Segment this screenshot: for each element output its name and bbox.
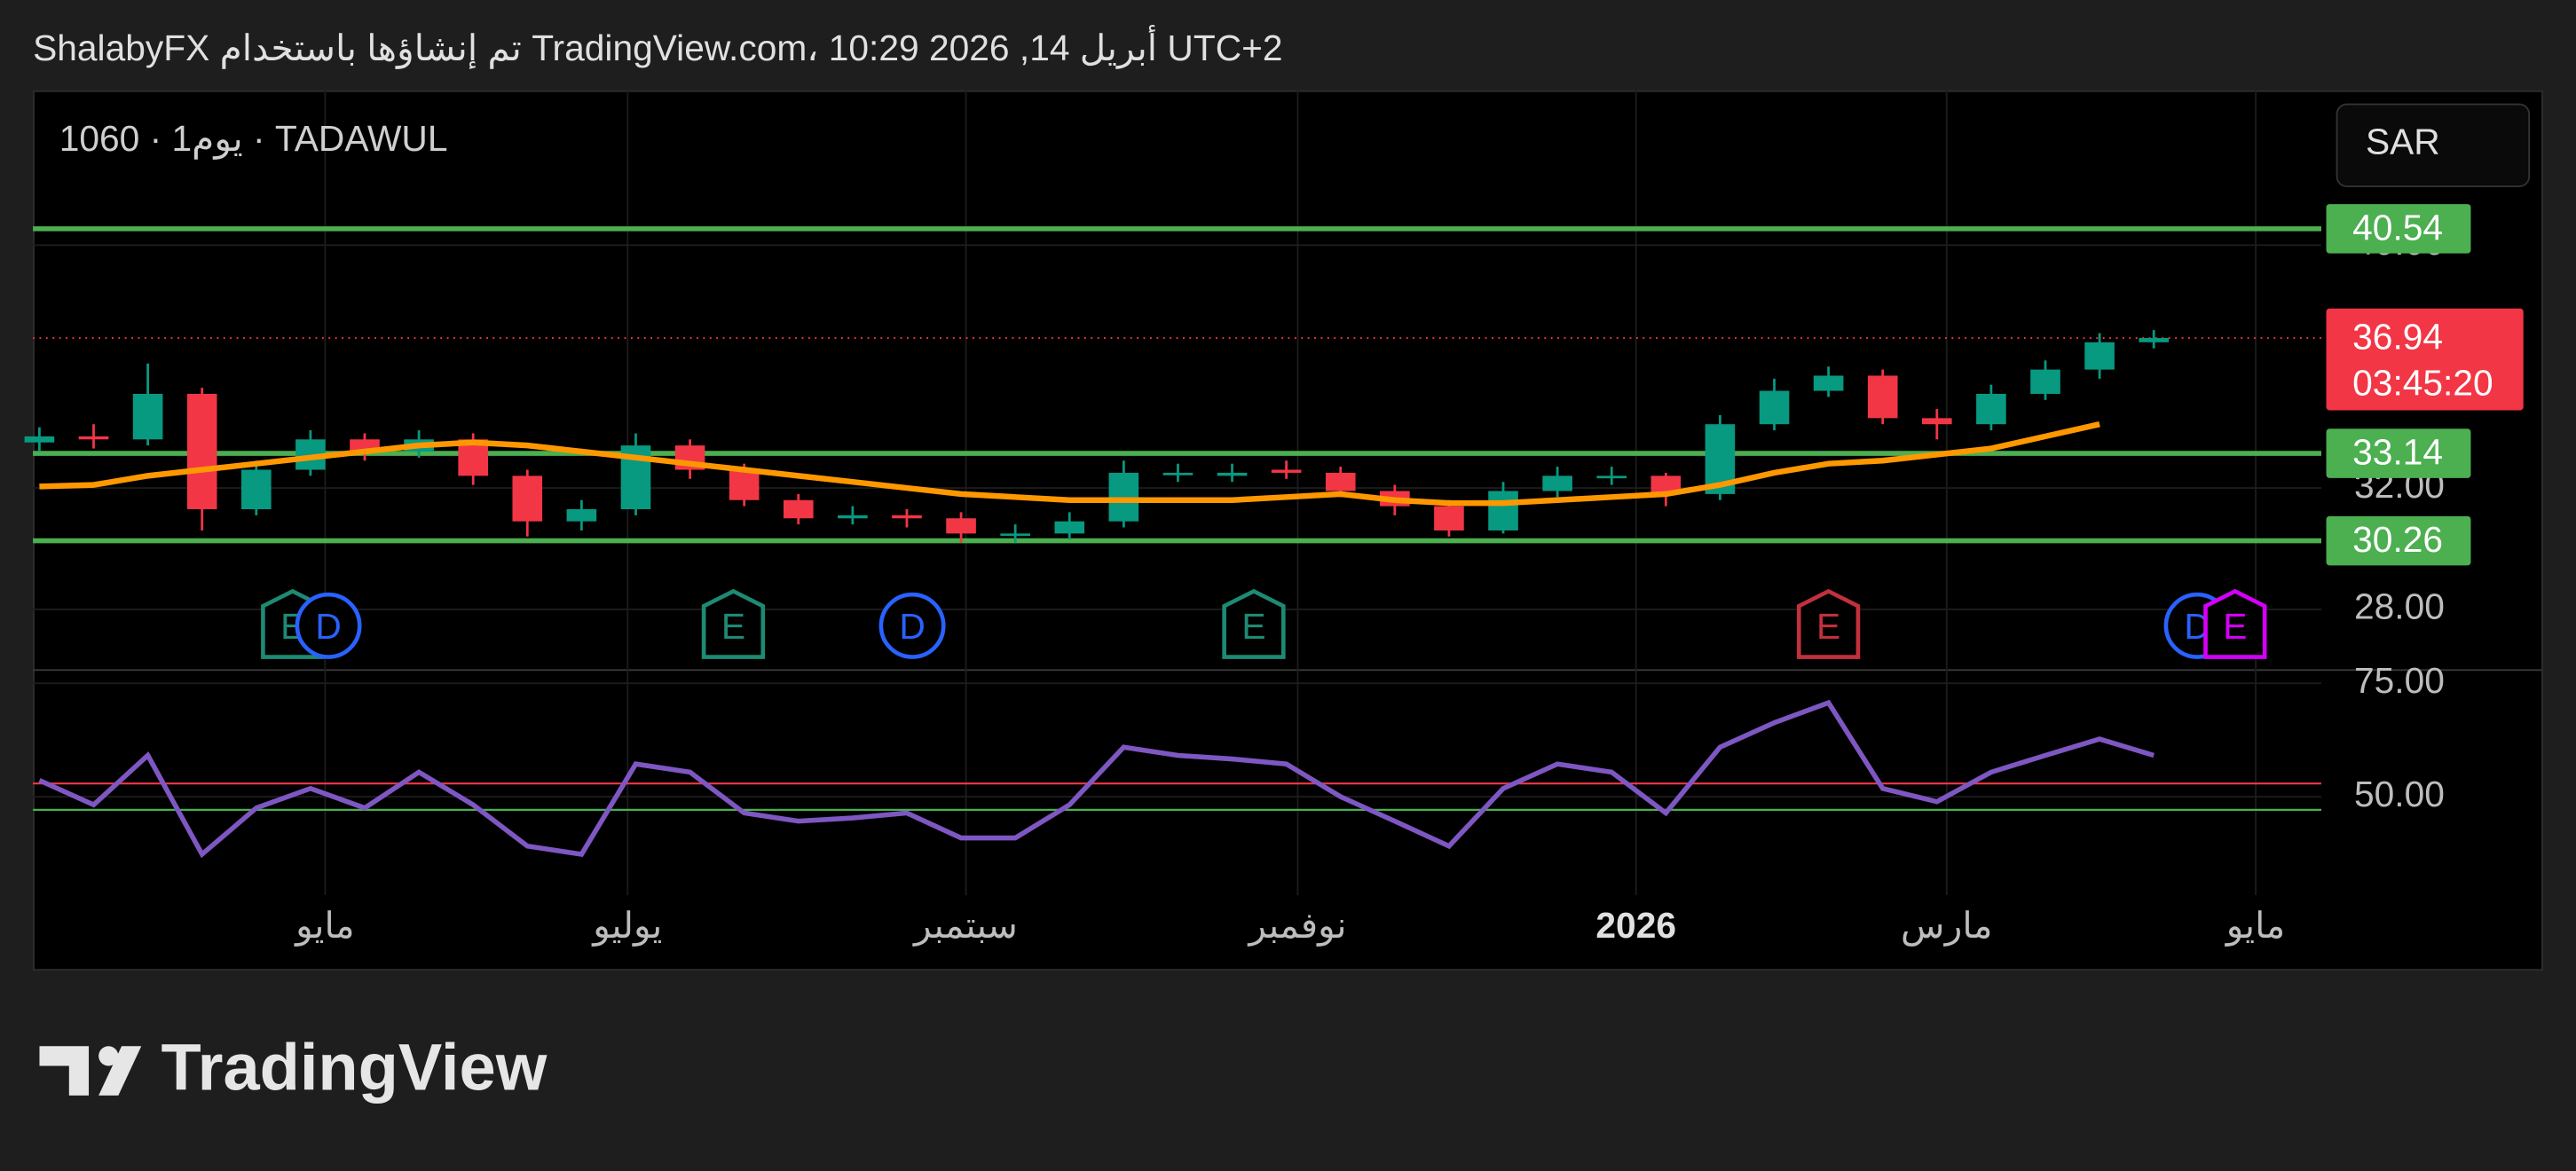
candle-body	[838, 515, 868, 519]
level-tag	[2326, 204, 2471, 254]
event-label: E	[1816, 606, 1840, 647]
countdown: 03:45:20	[2352, 362, 2493, 403]
event-label: D	[899, 606, 925, 647]
logo-mark	[98, 1046, 119, 1066]
candle-body	[1542, 475, 1572, 491]
level-tag	[2326, 428, 2471, 478]
candle-body	[1000, 533, 1030, 537]
x-tick-label: مايو	[2225, 905, 2286, 947]
x-tick-label: مارس	[1901, 905, 1993, 947]
x-tick-label: سبتمبر	[912, 905, 1018, 947]
moving-average	[39, 421, 2100, 507]
candle-body	[2084, 342, 2115, 370]
plot-layer: مايو يوليو سبتمبر نوفمبر 2026 مارس مايو28.0032…	[24, 90, 2524, 947]
rsi-line	[38, 699, 2155, 859]
candle-body	[1108, 472, 1139, 522]
brand-logo: TradingView	[39, 1030, 547, 1104]
level-label: 33.14	[2352, 432, 2443, 473]
currency[interactable]: SAR	[2366, 122, 2440, 162]
y-tick-label: 75.00	[2354, 660, 2445, 701]
chart-panel	[33, 90, 2543, 971]
candle-body	[1976, 393, 2006, 425]
candle-body	[946, 518, 976, 534]
candle-body	[1162, 472, 1193, 475]
logo-mark	[39, 1046, 90, 1096]
candle-body	[241, 469, 272, 510]
event-marker	[878, 592, 946, 659]
candle-body	[78, 436, 109, 440]
candle-body	[783, 499, 814, 519]
level-label: 30.26	[2352, 519, 2443, 560]
candle-body	[24, 436, 55, 443]
y-tick-label: 50.00	[2354, 774, 2445, 814]
candle-body	[1650, 475, 1682, 494]
event-marker	[295, 592, 362, 659]
price-label: 36.94	[2352, 317, 2443, 358]
x-tick-label: نوفمبر	[1247, 905, 1346, 947]
candle-body	[1217, 472, 1248, 476]
logo-mark	[98, 1046, 142, 1096]
candle-body	[186, 393, 217, 510]
candle-body	[512, 475, 543, 522]
candle-body	[1596, 475, 1627, 479]
event-label: E	[2223, 606, 2247, 647]
event-label: E	[721, 606, 745, 647]
event-marker	[2203, 588, 2267, 659]
brand: TradingView	[161, 1030, 547, 1104]
candle-body	[132, 393, 163, 440]
currency-box[interactable]	[2336, 103, 2531, 188]
y-tick-label: 28.00	[2354, 586, 2445, 627]
candle-body	[729, 469, 760, 500]
event-label: E	[1241, 606, 1265, 647]
candle-body	[566, 509, 597, 522]
candle-body	[1813, 375, 1844, 391]
event-marker	[1796, 588, 1861, 659]
candle-body	[1867, 375, 1898, 419]
x-tick-label: يوليو	[591, 905, 662, 947]
level-label: 40.54	[2352, 207, 2443, 248]
level-tag	[2326, 515, 2471, 566]
candle-body	[1271, 469, 1302, 473]
x-tick-label: 2026	[1595, 905, 1676, 946]
event-marker	[701, 588, 766, 659]
symbol-legend: 1060 · يوم1 · TADAWUL	[59, 118, 448, 161]
price-tag	[2326, 308, 2524, 411]
candle-body	[2139, 338, 2169, 342]
candle-body	[1922, 418, 1952, 425]
candle-body	[1759, 390, 1790, 425]
candle-body	[1325, 472, 1356, 491]
header: ShalabyFX تم إنشاؤها باستخدام TradingVie…	[33, 23, 1282, 70]
candle-body	[2030, 369, 2060, 394]
event-label: D	[315, 606, 341, 647]
candle-body	[1488, 491, 1518, 530]
candle-body	[1434, 506, 1464, 530]
event-marker	[1222, 588, 1286, 659]
candle-body	[892, 515, 922, 519]
candle-body	[1054, 521, 1085, 534]
x-tick-label: مايو	[294, 905, 355, 947]
